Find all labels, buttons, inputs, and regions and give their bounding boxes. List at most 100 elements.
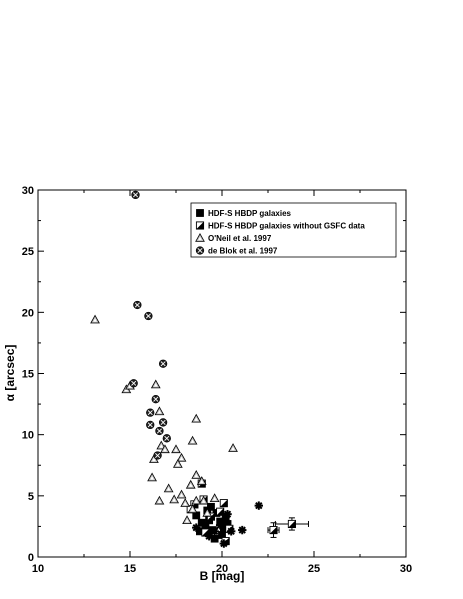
data-point (180, 498, 191, 507)
data-point (216, 507, 225, 516)
data-point (171, 444, 181, 454)
data-markers (90, 190, 296, 548)
marker-cross (160, 419, 166, 425)
marker-cross (155, 452, 161, 458)
legend-marker (196, 209, 204, 217)
marker-triangle-inner (198, 236, 202, 241)
data-point (147, 472, 157, 482)
marker-cross (147, 410, 153, 416)
data-point (254, 501, 263, 510)
data-point (153, 451, 162, 460)
y-tick-label: 15 (22, 369, 34, 381)
data-point (227, 527, 236, 536)
data-point (191, 495, 202, 505)
marker-cross (156, 428, 162, 434)
marker-half-fill (288, 520, 296, 528)
marker-triangle-inner (157, 409, 162, 414)
marker-half-fill (216, 508, 224, 516)
marker-triangle-inner (212, 496, 217, 501)
data-point (215, 520, 225, 530)
marker-core (240, 527, 245, 533)
data-point (129, 379, 138, 388)
data-point (176, 489, 187, 499)
data-point (155, 426, 164, 436)
marker-core (217, 522, 223, 528)
data-point (158, 418, 168, 427)
data-point (196, 476, 207, 485)
series-filled-circle-cross (129, 190, 171, 460)
data-point (287, 519, 296, 529)
legend-entry-label: de Blok et al. 1997 (208, 247, 278, 256)
data-point (219, 539, 229, 548)
marker-triangle-inner (190, 507, 195, 512)
x-tick-label: 15 (124, 563, 136, 575)
marker-half-fill (207, 513, 215, 521)
data-point (169, 494, 180, 504)
data-point (150, 379, 161, 389)
marker-triangle-inner (93, 318, 97, 322)
y-tick-label: 25 (22, 246, 34, 258)
marker-triangle-inner (179, 456, 184, 461)
tick-labels: 10 15 20 25 30 0 5 10 15 20 25 30 (22, 185, 412, 575)
y-tick-label: 30 (22, 185, 34, 197)
series-starburst (192, 501, 263, 548)
data-point (228, 443, 238, 452)
data-point (182, 515, 192, 525)
y-axis-label: α [arcsec] (3, 345, 17, 402)
marker-triangle-inner (150, 476, 154, 480)
data-point (162, 434, 171, 443)
data-point (146, 420, 155, 430)
marker-core (194, 525, 199, 530)
marker-triangle-inner (153, 383, 158, 387)
marker-triangle-inner (205, 511, 210, 516)
marker-core (256, 503, 261, 508)
data-point (191, 470, 202, 479)
data-point (144, 311, 153, 321)
y-tick-label: 5 (28, 491, 34, 503)
data-point (202, 507, 213, 517)
marker-triangle-inner (231, 446, 235, 451)
marker-triangle-inner (199, 479, 204, 484)
data-point (160, 444, 170, 454)
legend-marker (195, 232, 205, 242)
x-tick-label: 10 (32, 563, 44, 575)
marker-triangle-inner (128, 384, 132, 388)
data-point (204, 532, 214, 541)
marker-half-fill (196, 221, 204, 230)
marker-triangle-inner (185, 518, 189, 523)
data-point (156, 440, 167, 450)
data-point (158, 359, 168, 368)
x-tick-label: 25 (308, 563, 320, 575)
marker-triangle-inner (188, 483, 193, 487)
legend-entry-label: HDF-S HBDP galaxies without GSFC data (208, 222, 365, 231)
marker-triangle-inner (159, 444, 164, 448)
marker-core (221, 541, 227, 546)
y-tick-label: 20 (22, 307, 34, 319)
data-point (269, 526, 278, 535)
marker-cross (153, 396, 159, 402)
marker-triangle-inner (201, 499, 206, 503)
data-point (133, 300, 142, 310)
marker-triangle-inner (194, 473, 199, 478)
marker-cross (164, 435, 170, 441)
data-point (198, 495, 209, 505)
marker-triangle-inner (179, 493, 184, 497)
legend-box (190, 202, 397, 258)
marker-cross (160, 361, 166, 367)
marker-cross (131, 380, 137, 386)
marker-triangle-inner (157, 499, 162, 503)
data-point (223, 509, 232, 519)
x-axis-label: B [mag] (200, 569, 245, 583)
marker-cross (197, 247, 203, 254)
data-point (192, 523, 201, 532)
axis-ticks (37, 189, 407, 558)
data-point (146, 408, 155, 417)
marker-triangle-inner (172, 498, 177, 502)
data-point (163, 483, 174, 493)
marker-cross (145, 313, 151, 319)
legend-entry-label: O'Neil et al. 1997 (208, 234, 272, 243)
marker-triangle-inner (183, 501, 188, 506)
x-tick-label: 20 (216, 563, 228, 575)
marker-triangle-inner (166, 487, 171, 491)
